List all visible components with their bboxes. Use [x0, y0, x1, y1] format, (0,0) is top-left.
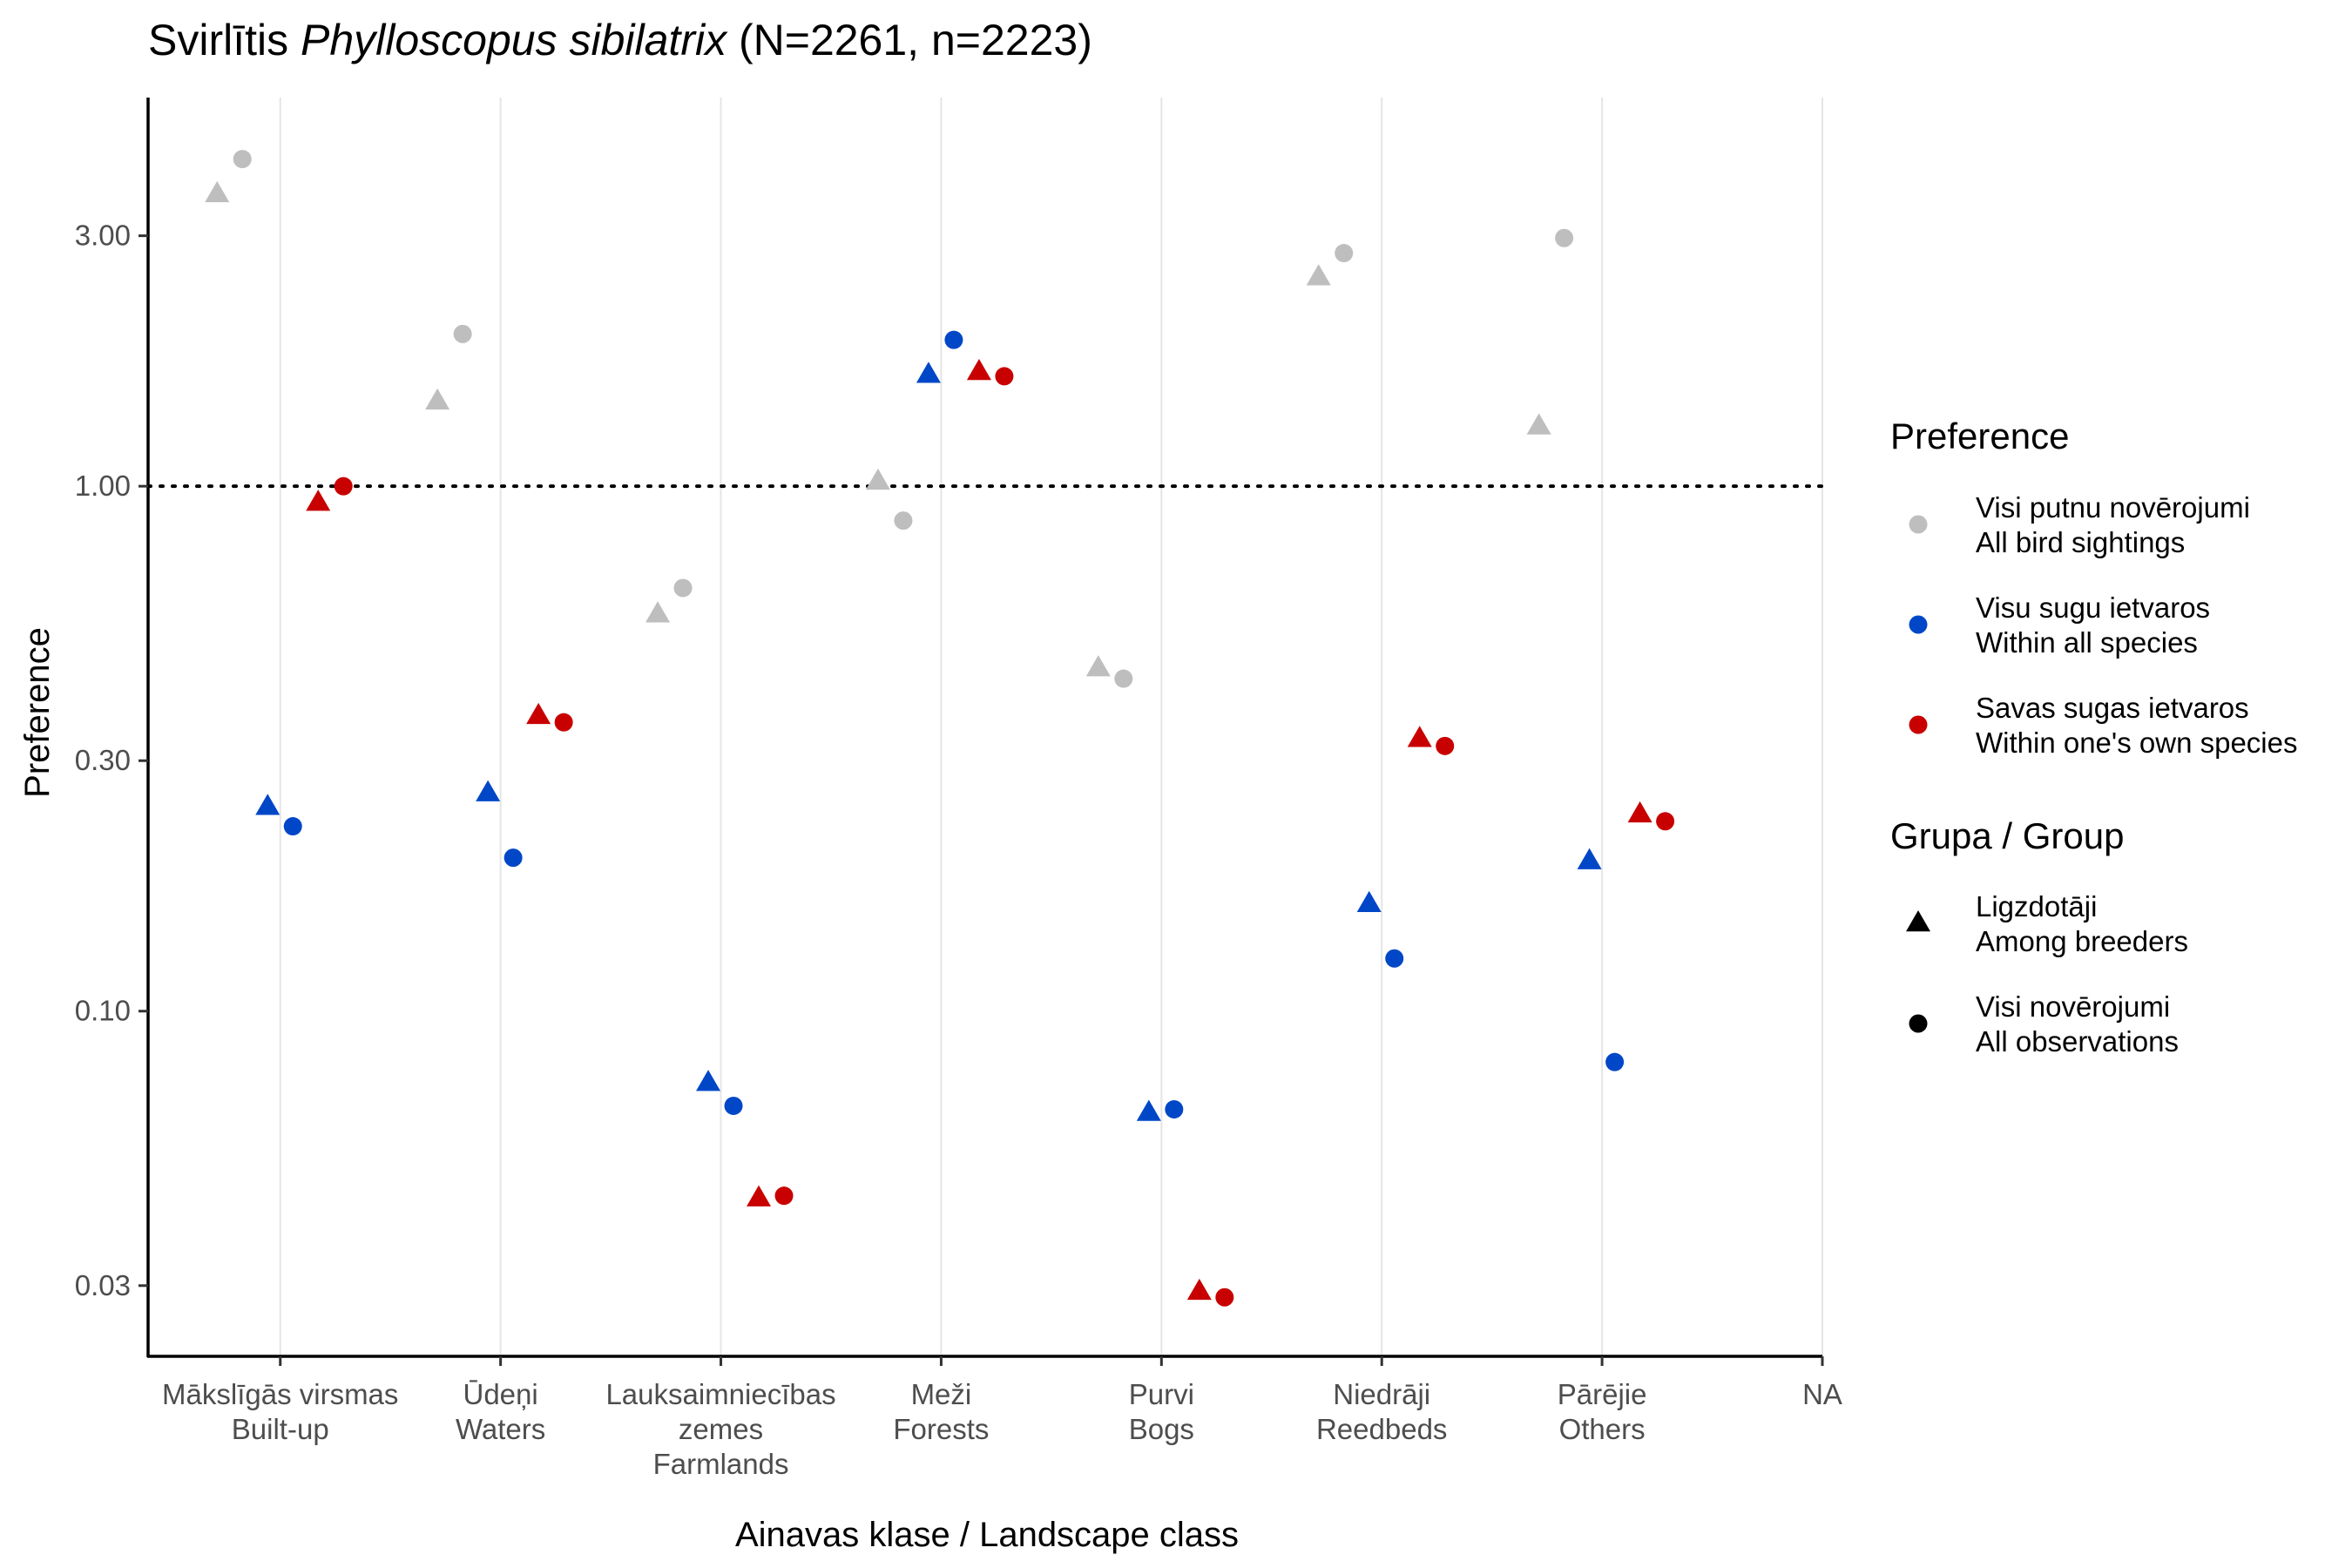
data-point-triangle [425, 388, 450, 410]
legend-label: All observations [1976, 1025, 2179, 1058]
data-point-triangle [865, 468, 890, 490]
x-tick-label: NA [1802, 1378, 1842, 1410]
x-tick-label: zemes [679, 1413, 763, 1445]
legend-label: Within all species [1976, 626, 2198, 659]
tick-labels: 0.03 0.10 0.30 1.00 3.00 Mākslīgās virsmasBui… [75, 220, 1842, 1480]
data-point-circle [774, 1186, 794, 1206]
data-point-triangle [205, 180, 230, 203]
data-point-circle [334, 476, 353, 496]
legend-label: Among breeders [1976, 925, 2188, 957]
data-point-circle [673, 578, 693, 598]
x-tick-label: Niedrāji [1333, 1378, 1430, 1410]
x-tick-label: Farmlands [653, 1448, 789, 1480]
legend-key-circle [1909, 1014, 1928, 1033]
data-point-triangle [476, 780, 501, 801]
data-point-circle [1335, 244, 1354, 263]
data-points [205, 150, 1675, 1307]
x-axis-title: Ainavas klase / Landscape class [735, 1516, 1239, 1554]
data-point-triangle [747, 1185, 772, 1206]
data-point-triangle [645, 601, 671, 623]
data-point-triangle [255, 794, 280, 815]
data-point-triangle [1577, 848, 1602, 869]
data-point-triangle [1186, 1278, 1212, 1301]
data-point-circle [1385, 949, 1404, 968]
x-tick-label: Purvi [1129, 1378, 1194, 1410]
x-tick-label: Built-up [232, 1413, 329, 1445]
data-point-circle [504, 848, 523, 868]
axes [146, 98, 1822, 1358]
x-tick-label: Forests [893, 1413, 989, 1445]
data-point-triangle [1407, 726, 1432, 747]
x-tick-label: Bogs [1129, 1413, 1194, 1445]
data-point-triangle [526, 702, 551, 725]
x-tick-label: Others [1559, 1413, 1646, 1445]
data-point-triangle [966, 359, 991, 381]
y-tick-label: 3.00 [75, 220, 131, 252]
data-point-circle [1165, 1099, 1184, 1119]
data-point-circle [944, 330, 963, 349]
y-tick-label: 0.03 [75, 1269, 131, 1301]
y-tick-label: 0.30 [75, 744, 131, 776]
gridlines [279, 98, 1823, 1356]
data-point-circle [233, 150, 252, 169]
data-point-triangle [1526, 413, 1551, 435]
x-tick-label: Ūdeņi [463, 1378, 538, 1410]
data-point-triangle [306, 490, 331, 511]
data-point-circle [724, 1096, 743, 1115]
data-point-triangle [916, 362, 941, 383]
y-tick-label: 0.10 [75, 995, 131, 1027]
legend-title-group: Grupa / Group [1890, 815, 2124, 856]
x-tick-label: Waters [456, 1413, 545, 1445]
data-point-circle [894, 511, 913, 531]
data-point-circle [453, 324, 472, 343]
data-point-circle [1436, 736, 1455, 755]
legend-label: Savas sugas ietvaros [1976, 692, 2249, 724]
legend-title-preference: Preference [1890, 416, 2069, 456]
x-tick-label: Lauksaimniecības [605, 1378, 835, 1410]
data-point-triangle [1136, 1099, 1161, 1121]
data-point-circle [554, 713, 573, 732]
data-point-circle [1555, 228, 1574, 247]
x-tick-label: Pārējie [1558, 1378, 1647, 1410]
chart-title: Svirlītis Phylloscopus sibilatrix (N=226… [148, 16, 1092, 64]
legend-key-circle [1909, 715, 1928, 734]
legend-label: Visi putnu novērojumi [1976, 491, 2250, 524]
legend-label: Visu sugu ietvaros [1976, 591, 2210, 624]
legend-key-triangle [1906, 909, 1930, 932]
legend-label: Within one's own species [1976, 727, 2297, 759]
data-point-circle [995, 367, 1014, 386]
y-tick-label: 1.00 [75, 470, 131, 502]
data-point-triangle [1356, 890, 1382, 912]
legend-label: All bird sightings [1976, 526, 2185, 558]
data-point-circle [1605, 1052, 1625, 1071]
x-tick-label: Mākslīgās virsmas [162, 1378, 398, 1410]
data-point-circle [1114, 669, 1133, 688]
data-point-circle [1656, 812, 1675, 831]
data-point-triangle [1085, 655, 1111, 677]
legend-key-circle [1909, 615, 1928, 634]
data-point-triangle [1627, 801, 1652, 823]
y-axis-title: Preference [18, 627, 57, 798]
data-point-circle [1215, 1288, 1234, 1307]
data-point-circle [283, 817, 302, 836]
legend-label: Ligzdotāji [1976, 890, 2097, 923]
x-tick-label: Reedbeds [1316, 1413, 1447, 1445]
x-tick-label: Meži [911, 1378, 972, 1410]
data-point-triangle [696, 1070, 721, 1092]
legend-label: Visi novērojumi [1976, 990, 2170, 1023]
legend-key-circle [1909, 515, 1928, 534]
data-point-triangle [1306, 264, 1331, 286]
